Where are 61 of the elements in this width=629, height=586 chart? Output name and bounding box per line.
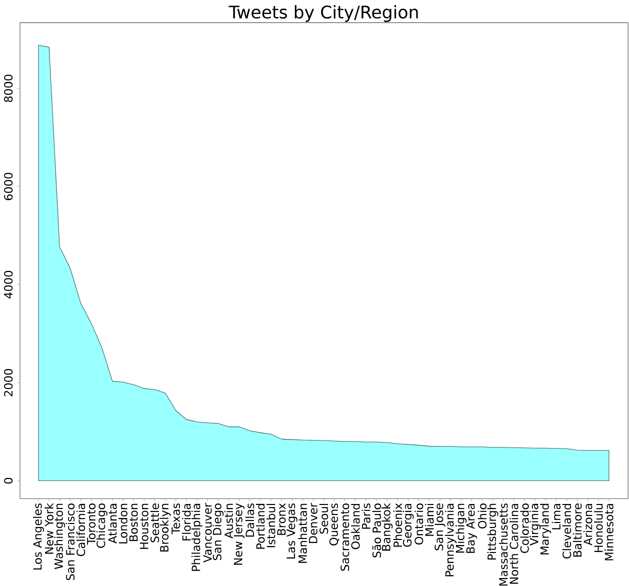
- x-tick-label: Ontario: [414, 504, 424, 545]
- y-tick-label: 8000: [4, 74, 13, 102]
- x-tick-label: Queens: [329, 503, 340, 546]
- x-tick-label: Istanbul: [266, 504, 276, 548]
- chart-title: Tweets by City/Region: [228, 5, 418, 22]
- x-tick-label: Oakland: [351, 504, 360, 550]
- x-tick-label: Seoul: [319, 504, 328, 534]
- x-tick-label: North Carolina: [510, 504, 518, 584]
- x-tick-label: Massachusetts: [498, 503, 508, 586]
- x-tick-label: Michigan: [456, 504, 467, 553]
- x-tick-label: New Jersey: [234, 503, 245, 565]
- x-tick-label: Manhattan: [298, 504, 307, 563]
- x-tick-label: San Diego: [212, 504, 224, 560]
- x-tick-label: Philadelphia: [191, 504, 202, 571]
- x-tick-label: Bangkok: [382, 502, 393, 551]
- y-tick-label: 6000: [4, 172, 13, 200]
- x-tick-label: Boston: [129, 504, 138, 541]
- x-tick-label: Toronto: [87, 504, 96, 545]
- x-tick-label: Minnesota: [604, 504, 614, 560]
- x-tick-label: Paris: [362, 503, 370, 529]
- x-tick-label: New York: [44, 502, 54, 554]
- x-tick-label: Phoenix: [393, 503, 402, 547]
- x-tick-label: Las Vegas: [286, 503, 298, 558]
- x-tick-label: Pittsburgh: [487, 504, 498, 560]
- x-tick-label: Vancouver: [203, 502, 212, 563]
- x-tick-label: Sacramento: [340, 504, 350, 571]
- y-tick-label: 4000: [4, 270, 13, 298]
- x-tick-label: Texas: [172, 503, 180, 534]
- x-tick-label: Florida: [182, 504, 191, 540]
- x-tick-label: Los Angeles: [33, 503, 44, 570]
- x-tick-label: Bronx: [277, 503, 286, 535]
- x-tick-label: Baltimore: [572, 504, 582, 557]
- x-tick-label: Portland: [256, 504, 265, 549]
- x-tick-label: Chicago: [96, 504, 108, 548]
- x-tick-label: Arizona: [583, 504, 592, 546]
- x-tick-label: Brooklyn: [160, 504, 171, 552]
- x-tick-label: Georgia: [402, 504, 414, 547]
- x-tick-label: Dallas: [245, 503, 254, 537]
- x-tick-label: Lima: [552, 504, 561, 530]
- x-tick-label: Denver: [308, 502, 318, 544]
- x-tick-label: Ohio: [478, 504, 487, 528]
- x-tick-label: Maryland: [540, 504, 552, 554]
- y-tick-label: 0: [4, 478, 13, 484]
- x-tick-label: Miami: [424, 504, 434, 536]
- x-tick-label: Pennsylvania: [445, 504, 456, 576]
- x-tick-label: Washington: [54, 504, 66, 570]
- x-tick-label: Atlanta: [108, 504, 117, 544]
- x-tick-label: San Jose: [434, 504, 446, 550]
- x-tick-label: Virginia: [530, 504, 541, 546]
- x-tick-label: San Francisco: [66, 504, 75, 580]
- x-tick-label: Bay Area: [466, 504, 477, 553]
- x-tick-label: California: [76, 504, 86, 556]
- x-tick-label: Houston: [140, 504, 148, 549]
- y-tick-label: 2000: [4, 369, 13, 396]
- x-tick-label: Cleveland: [562, 504, 572, 558]
- x-tick-label: São Paulo: [372, 504, 382, 558]
- x-tick-label: Honolulu: [594, 504, 603, 552]
- x-tick-label: Colorado: [520, 504, 529, 553]
- x-tick-label: Seattle: [150, 504, 160, 542]
- x-tick-label: Austin: [224, 504, 234, 538]
- x-tick-label: London: [118, 504, 128, 544]
